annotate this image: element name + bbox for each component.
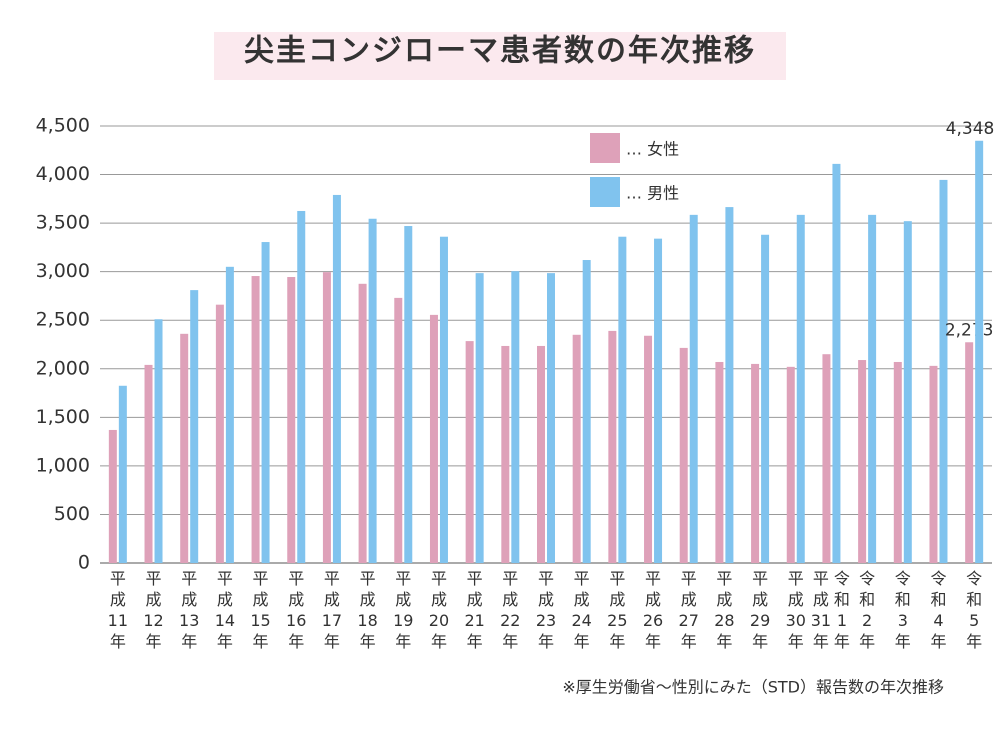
- bar: [511, 271, 520, 563]
- bar: [537, 345, 545, 563]
- bar: [322, 272, 331, 563]
- bar: [404, 226, 413, 563]
- x-tick-label: 平成 24 年: [572, 569, 592, 651]
- legend-swatch: [590, 177, 620, 207]
- x-tick-label: 平成 17 年: [322, 569, 342, 651]
- x-tick-label: 平成 29 年: [750, 569, 770, 651]
- x-tick-label: 令和 5 年: [966, 569, 982, 651]
- bar: [572, 334, 581, 563]
- y-tick-label: 0: [78, 552, 90, 574]
- bar: [297, 210, 306, 563]
- x-tick-label: 平成 16 年: [286, 569, 306, 651]
- x-tick-label: 平成 13 年: [179, 569, 199, 651]
- y-tick-label: 3,500: [36, 212, 90, 234]
- bar: [251, 276, 260, 563]
- x-tick-label: 平成 21 年: [464, 569, 484, 651]
- value-label: 2,273: [945, 320, 994, 340]
- bar: [608, 330, 617, 563]
- x-tick-label: 平成 30 年: [786, 569, 806, 651]
- x-tick-label: 平成 31 年令和 1 年: [811, 569, 850, 651]
- x-tick-label: 平成 11 年: [108, 569, 128, 651]
- bar: [225, 266, 234, 563]
- y-tick-label: 4,500: [36, 115, 90, 137]
- y-tick-label: 4,000: [36, 163, 90, 185]
- bar: [465, 341, 474, 563]
- x-tick-label: 平成 23 年: [536, 569, 556, 651]
- bar: [190, 290, 199, 563]
- bar: [215, 304, 224, 563]
- bar: [822, 354, 831, 563]
- bar: [679, 347, 688, 563]
- bar: [501, 345, 510, 563]
- bar: [618, 236, 627, 563]
- x-tick-label: 平成 22 年: [500, 569, 520, 651]
- x-tick-label: 平成 18 年: [357, 569, 377, 651]
- x-tick-label: 平成 15 年: [250, 569, 270, 651]
- x-tick-label: 令和 3 年: [895, 569, 911, 651]
- chart-title: 尖圭コンジローマ患者数の年次推移: [244, 34, 756, 69]
- legend-label: … 男性: [626, 184, 679, 203]
- title-highlight: [214, 32, 786, 80]
- bar: [439, 236, 448, 563]
- bar: [761, 234, 770, 563]
- y-tick-label: 1,000: [36, 454, 90, 476]
- bar: [368, 218, 377, 564]
- bar: [654, 238, 663, 563]
- bar: [858, 360, 867, 563]
- bar: [965, 342, 974, 563]
- y-tick-label: 2,500: [36, 309, 90, 331]
- y-tick-label: 1,500: [36, 406, 90, 428]
- x-tick-label: 平成 20 年: [429, 569, 449, 651]
- bar: [394, 297, 403, 563]
- bar: [796, 214, 805, 563]
- bar: [429, 314, 438, 563]
- x-tick-label: 平成 26 年: [643, 569, 663, 651]
- x-tick-label: 平成 25 年: [607, 569, 627, 651]
- bar: [939, 179, 948, 563]
- y-tick-label: 2,000: [36, 357, 90, 379]
- bar: [180, 333, 189, 563]
- bar: [929, 365, 938, 563]
- bar: [261, 242, 270, 563]
- bar: [582, 260, 591, 563]
- legend-swatch: [590, 133, 620, 163]
- value-label: 4,348: [946, 119, 995, 139]
- bar: [154, 319, 163, 563]
- bar: [725, 207, 734, 564]
- bar: [547, 273, 555, 563]
- bar: [287, 277, 296, 563]
- bar: [832, 163, 841, 563]
- x-tick-label: 令和 4 年: [930, 569, 946, 651]
- bar: [786, 366, 795, 563]
- x-tick-label: 平成 27 年: [679, 569, 699, 651]
- bar: [975, 140, 984, 563]
- x-tick-label: 平成 14 年: [215, 569, 235, 651]
- y-tick-label: 3,000: [36, 260, 90, 282]
- legend-label: … 女性: [626, 140, 679, 159]
- bar: [751, 363, 760, 563]
- x-tick-label: 令和 2 年: [859, 569, 875, 651]
- bar: [715, 361, 724, 563]
- bar: [144, 364, 153, 563]
- bar: [118, 385, 127, 563]
- bar: [893, 361, 902, 563]
- source-note: ※厚生労働省～性別にみた（STD）報告数の年次推移: [562, 678, 944, 697]
- bar: [644, 335, 653, 563]
- bar: [475, 273, 484, 563]
- x-tick-label: 平成 12 年: [143, 569, 163, 651]
- x-tick-label: 平成 28 年: [714, 569, 734, 651]
- bar: [868, 214, 877, 563]
- x-tick-label: 平成 19 年: [393, 569, 413, 651]
- bar: [332, 194, 341, 563]
- y-tick-label: 500: [54, 503, 90, 525]
- bar: [108, 429, 117, 563]
- bar: [903, 221, 912, 563]
- bar: [689, 214, 698, 563]
- bar: [358, 283, 367, 563]
